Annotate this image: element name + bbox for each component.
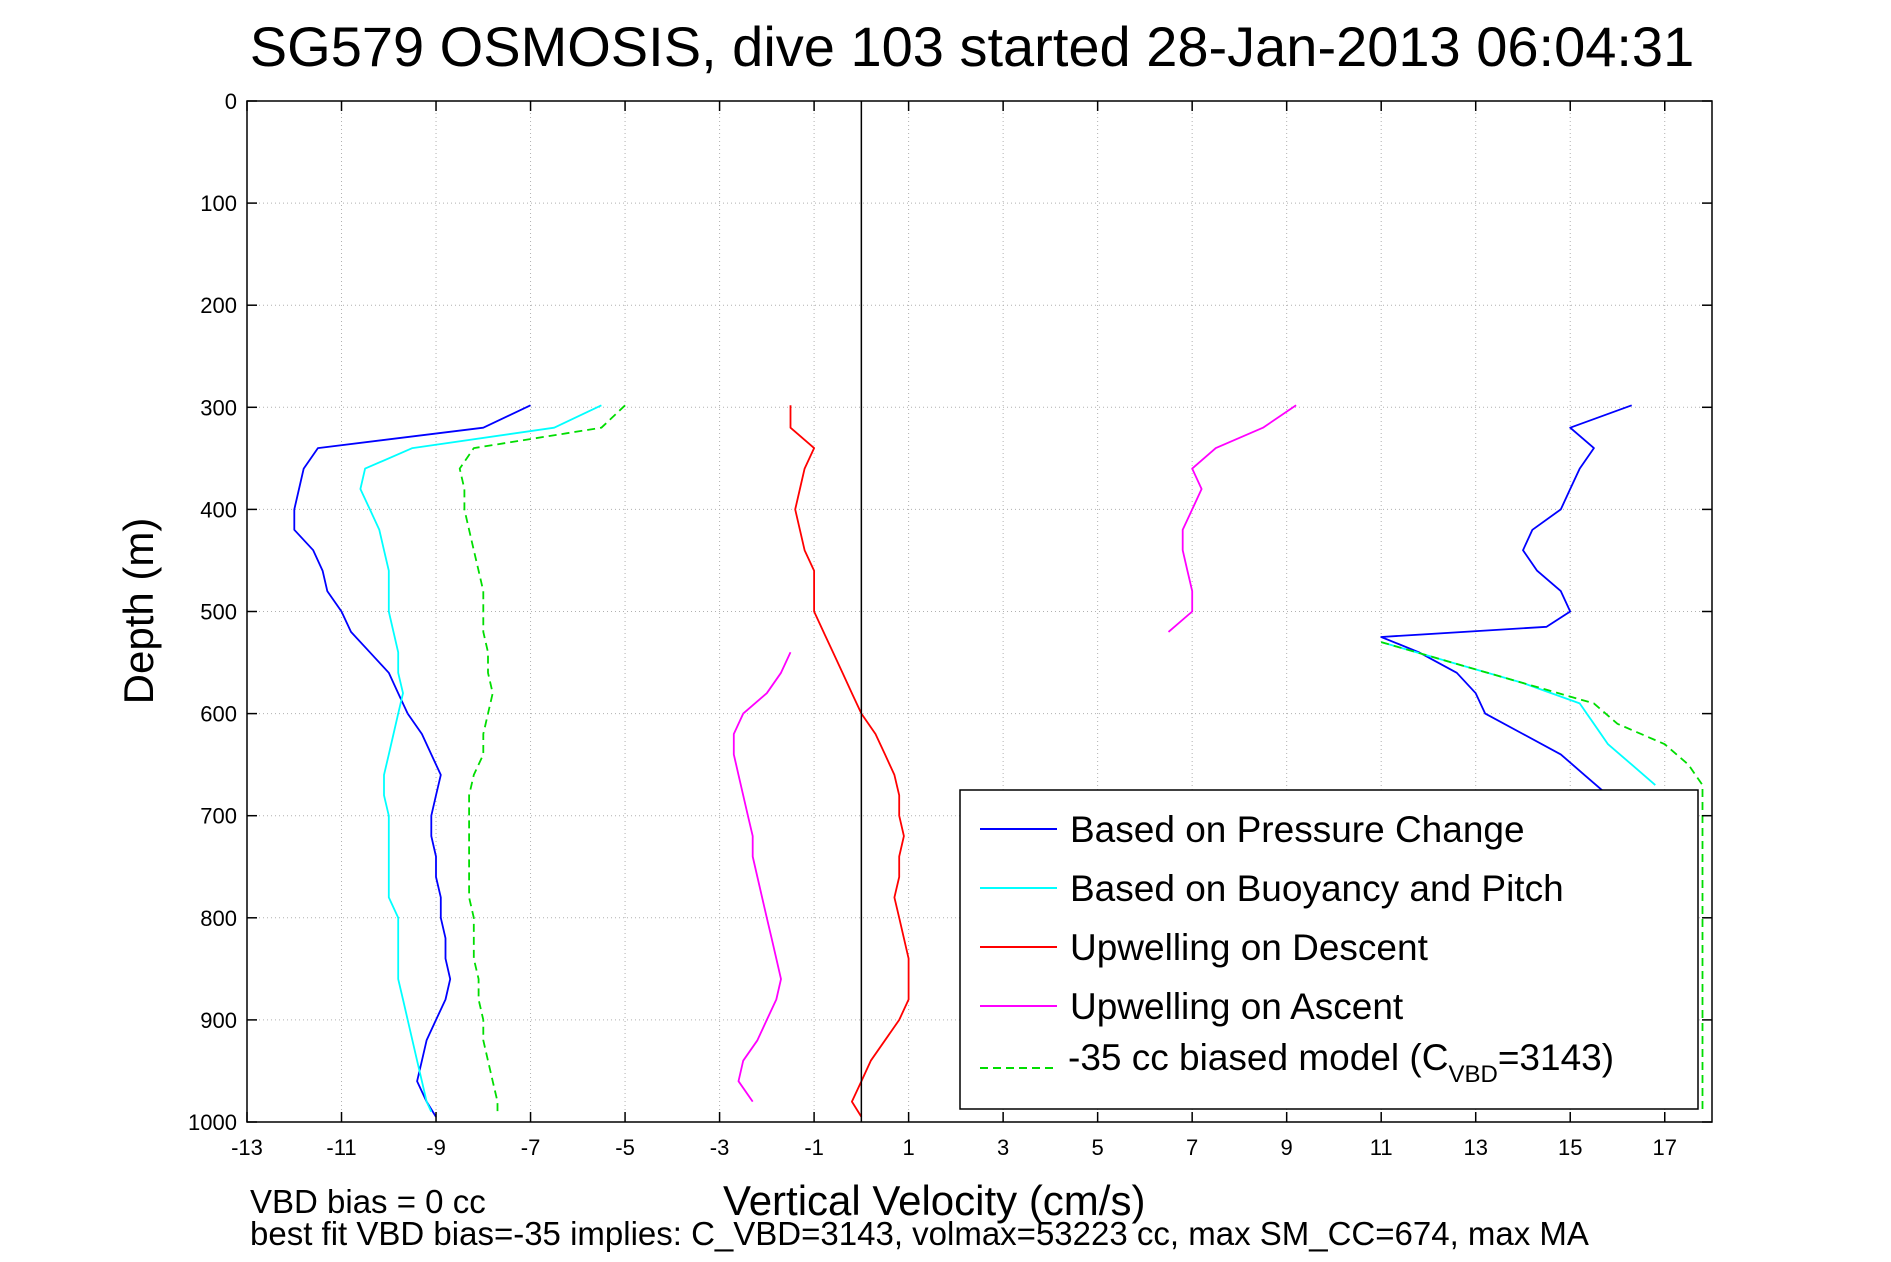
y-tick-label: 800 xyxy=(200,906,237,931)
y-tick-label: 200 xyxy=(200,293,237,318)
x-tick-label: 3 xyxy=(997,1135,1009,1160)
legend-label-model: -35 cc biased model (CVBD=3143) xyxy=(1068,1037,1614,1088)
x-tick-label: 15 xyxy=(1558,1135,1582,1160)
chart-title: SG579 OSMOSIS, dive 103 started 28-Jan-2… xyxy=(250,15,1694,78)
axis-ticks: -13 -11 -9 -7 -5 -3 -1 1 3 5 7 9 11 13 15 1701002003004… xyxy=(188,89,1712,1160)
y-axis-label: Depth (m) xyxy=(115,518,162,705)
x-tick-label: -7 xyxy=(521,1135,541,1160)
x-tick-label: -9 xyxy=(426,1135,446,1160)
x-tick-label: -11 xyxy=(326,1135,356,1160)
y-tick-label: 1000 xyxy=(188,1110,237,1135)
x-tick-label: -13 xyxy=(231,1135,263,1160)
series-line-4 xyxy=(1167,404,1297,633)
series-line-4 xyxy=(732,651,792,1103)
x-tick-label: 11 xyxy=(1370,1135,1393,1160)
legend-label: Based on Pressure Change xyxy=(1070,809,1525,850)
y-tick-label: 900 xyxy=(200,1008,237,1033)
y-tick-label: 0 xyxy=(225,89,237,114)
x-axis-label: Vertical Velocity (cm/s) xyxy=(723,1177,1145,1224)
legend-label: Based on Buoyancy and Pitch xyxy=(1070,868,1564,909)
x-tick-label: 5 xyxy=(1092,1135,1104,1160)
series-line-2 xyxy=(1380,641,1656,786)
legend-entries: Based on Pressure Change Based on Buoyanc… xyxy=(980,809,1564,1027)
footer-line-2: best fit VBD bias=-35 implies: C_VBD=314… xyxy=(250,1215,1589,1252)
x-tick-label: -1 xyxy=(804,1135,824,1160)
x-tick-label: -5 xyxy=(615,1135,635,1160)
y-tick-label: 700 xyxy=(200,804,237,829)
x-tick-label: 1 xyxy=(902,1135,914,1160)
legend-label: Upwelling on Ascent xyxy=(1070,986,1404,1027)
series-line-1 xyxy=(293,404,531,1118)
series-line-5 xyxy=(458,404,626,1112)
y-tick-label: 300 xyxy=(200,395,237,420)
legend: Based on Pressure Change Based on Buoyanc… xyxy=(959,789,1699,1110)
x-tick-label: -3 xyxy=(710,1135,730,1160)
y-tick-label: 100 xyxy=(200,191,237,216)
x-tick-label: 13 xyxy=(1463,1135,1487,1160)
data-series xyxy=(293,404,1704,1118)
footer-line-1: VBD bias = 0 cc xyxy=(250,1183,486,1220)
y-tick-label: 500 xyxy=(200,600,237,625)
legend-label: Upwelling on Descent xyxy=(1070,927,1429,968)
y-tick-label: 400 xyxy=(200,497,237,522)
y-tick-label: 600 xyxy=(200,702,237,727)
x-tick-label: 7 xyxy=(1186,1135,1198,1160)
series-line-3 xyxy=(789,405,910,1118)
series-line-2 xyxy=(359,404,602,1113)
legend-box xyxy=(959,789,1699,1110)
x-tick-label: 17 xyxy=(1652,1135,1676,1160)
series-line-5 xyxy=(1380,641,1704,1112)
x-tick-label: 9 xyxy=(1281,1135,1293,1160)
series-line-1 xyxy=(1380,404,1633,817)
